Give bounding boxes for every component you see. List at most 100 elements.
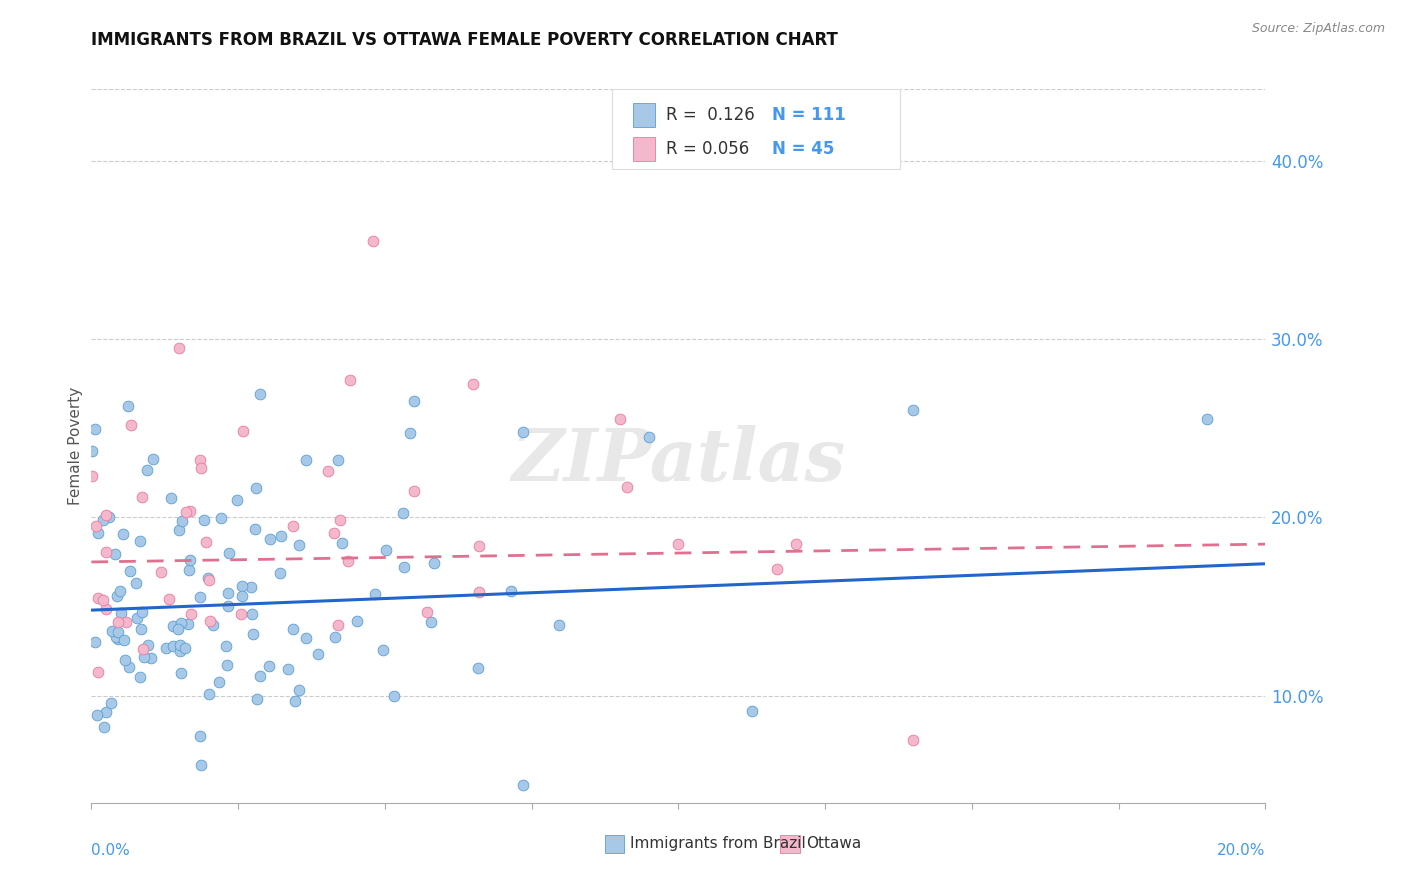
Point	[218, 546, 240, 560]
Text: Ottawa: Ottawa	[806, 837, 860, 851]
Point	[129, 670, 152, 684]
Point	[288, 682, 311, 697]
Point	[307, 647, 329, 661]
Point	[201, 618, 224, 632]
Point	[371, 643, 394, 657]
Point	[162, 619, 184, 633]
Point	[176, 505, 198, 519]
Point	[231, 589, 253, 603]
Point	[190, 453, 212, 467]
Point	[392, 507, 415, 521]
Point	[323, 630, 346, 644]
Point	[142, 451, 165, 466]
Point	[277, 662, 299, 676]
Point	[399, 426, 422, 441]
Point	[86, 665, 108, 679]
Point	[97, 509, 120, 524]
Point	[110, 606, 132, 620]
Point	[361, 234, 384, 248]
Point	[226, 493, 249, 508]
Text: 0.0%: 0.0%	[91, 843, 131, 858]
Point	[180, 607, 202, 622]
Point	[127, 611, 149, 625]
Point	[100, 696, 122, 710]
Point	[190, 757, 212, 772]
Point	[416, 605, 439, 619]
Point	[346, 614, 368, 628]
Point	[195, 535, 218, 549]
Point	[83, 422, 105, 436]
Point	[104, 631, 127, 645]
Point	[217, 599, 239, 614]
Point	[87, 591, 110, 606]
Point	[118, 660, 141, 674]
Point	[208, 674, 231, 689]
Point	[129, 622, 152, 636]
Point	[136, 638, 159, 652]
Point	[249, 668, 271, 682]
Point	[270, 528, 292, 542]
Point	[86, 707, 108, 722]
Point	[404, 394, 426, 409]
Point	[269, 566, 291, 581]
Point	[666, 537, 689, 551]
Point	[420, 615, 443, 629]
Point	[903, 733, 925, 747]
Point	[259, 532, 281, 546]
Point	[284, 694, 307, 708]
Point	[169, 341, 191, 355]
Point	[217, 657, 239, 672]
Point	[91, 592, 114, 607]
Point	[93, 720, 115, 734]
Point	[382, 689, 405, 703]
Point	[245, 481, 267, 495]
Point	[198, 614, 221, 628]
Point	[155, 640, 177, 655]
Point	[240, 607, 263, 622]
Point	[336, 554, 359, 568]
Point	[512, 425, 534, 440]
Point	[82, 444, 104, 458]
Point	[468, 539, 491, 553]
Point	[128, 534, 150, 549]
Point	[114, 653, 136, 667]
Point	[512, 778, 534, 792]
Point	[132, 642, 155, 657]
Point	[117, 400, 139, 414]
Point	[375, 543, 398, 558]
Point	[105, 590, 128, 604]
Point	[179, 563, 201, 577]
Point	[169, 638, 191, 652]
Point	[188, 590, 211, 604]
Point	[193, 513, 215, 527]
Point	[294, 631, 316, 645]
Point	[903, 403, 925, 417]
Point	[84, 519, 107, 533]
Point	[316, 464, 339, 478]
Point	[118, 564, 141, 578]
Point	[197, 687, 219, 701]
Point	[295, 453, 318, 467]
Point	[131, 490, 153, 504]
Point	[177, 617, 200, 632]
Text: IMMIGRANTS FROM BRAZIL VS OTTAWA FEMALE POVERTY CORRELATION CHART: IMMIGRANTS FROM BRAZIL VS OTTAWA FEMALE …	[91, 31, 838, 49]
Point	[169, 666, 191, 681]
Point	[638, 430, 661, 444]
Point	[96, 508, 118, 522]
Point	[609, 412, 631, 426]
Point	[322, 526, 344, 541]
Text: Source: ZipAtlas.com: Source: ZipAtlas.com	[1251, 22, 1385, 36]
Point	[94, 601, 117, 615]
Point	[215, 639, 238, 653]
Point	[94, 545, 117, 559]
Point	[243, 522, 266, 536]
Point	[190, 461, 212, 475]
Point	[169, 644, 191, 658]
Point	[209, 511, 232, 525]
Point	[468, 585, 491, 599]
Point	[501, 584, 523, 599]
Point	[249, 386, 271, 401]
Point	[363, 587, 385, 601]
Point	[94, 706, 117, 720]
Point	[246, 692, 269, 706]
